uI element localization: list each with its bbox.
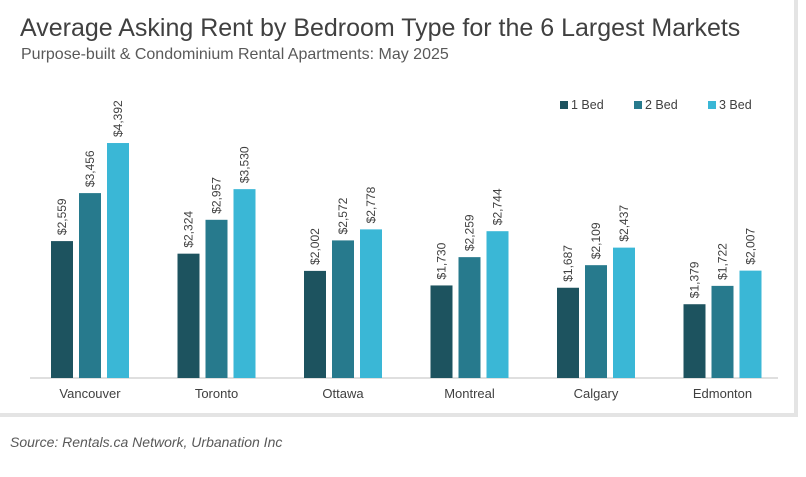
bar (711, 285, 734, 378)
bar (51, 241, 73, 378)
legend-swatch (708, 101, 716, 109)
legend-label: 3 Bed (719, 98, 752, 112)
legend-swatch (560, 101, 568, 109)
bar (79, 193, 101, 378)
legend-label: 2 Bed (645, 98, 678, 112)
x-tick-label: Ottawa (322, 386, 364, 401)
bar (739, 270, 762, 378)
data-label: $2,572 (336, 197, 350, 234)
bar (557, 287, 579, 378)
x-tick-label: Montreal (444, 386, 495, 401)
source-note: Source: Rentals.ca Network, Urbanation I… (10, 434, 283, 450)
data-label: $2,778 (364, 186, 378, 223)
data-label: $1,379 (688, 261, 702, 298)
bar (107, 143, 129, 378)
legend-swatch (634, 101, 642, 109)
data-label: $2,324 (182, 211, 196, 248)
bar (233, 189, 256, 378)
data-label: $1,722 (716, 243, 730, 280)
bar (486, 231, 509, 378)
data-label: $2,957 (210, 177, 224, 214)
data-label: $2,559 (55, 198, 69, 235)
data-label: $2,744 (491, 188, 505, 225)
data-label: $3,456 (83, 150, 97, 187)
x-tick-label: Vancouver (59, 386, 121, 401)
chart-subtitle: Purpose-built & Condominium Rental Apart… (21, 46, 449, 63)
bar (458, 257, 481, 378)
chart-card: Average Asking Rent by Bedroom Type for … (0, 0, 798, 417)
data-label: $3,530 (238, 146, 252, 183)
data-label: $2,002 (308, 228, 322, 265)
data-label: $2,007 (744, 228, 758, 265)
data-label: $2,437 (617, 205, 631, 242)
bar (304, 270, 326, 378)
bar (430, 285, 453, 378)
legend-label: 1 Bed (571, 98, 604, 112)
bar-chart: $2,559 $3,456 $4,392 Vancouver $2,324 $2,957 $… (30, 98, 778, 401)
data-label: $2,109 (589, 222, 603, 259)
bar (332, 240, 354, 378)
bar (205, 219, 228, 378)
bar (683, 304, 706, 378)
data-label: $2,259 (463, 214, 477, 251)
x-tick-label: Calgary (574, 386, 619, 401)
bar (585, 265, 607, 378)
bar (613, 247, 635, 378)
data-label: $1,730 (435, 242, 449, 279)
chart-title: Average Asking Rent by Bedroom Type for … (20, 14, 741, 42)
data-label: $4,392 (111, 100, 125, 137)
x-tick-label: Edmonton (693, 386, 752, 401)
bar (360, 229, 382, 378)
data-label: $1,687 (561, 245, 575, 282)
bar (177, 253, 200, 378)
x-tick-label: Toronto (195, 386, 238, 401)
